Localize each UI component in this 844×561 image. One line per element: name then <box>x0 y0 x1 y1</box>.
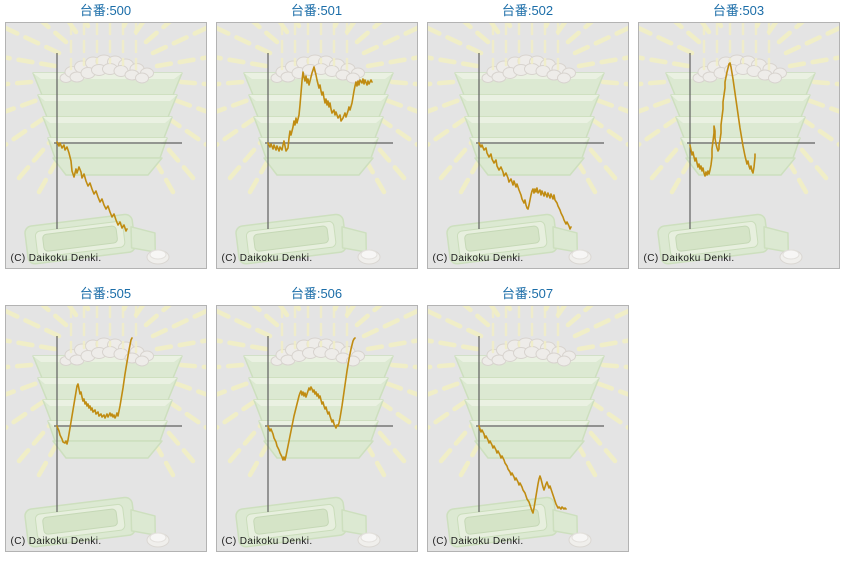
slump-chart <box>217 23 417 268</box>
machine-watermark <box>639 23 839 268</box>
machine-title: 台番:507 <box>501 286 554 301</box>
slump-chart-frame: (C) Daikoku Denki. <box>215 22 418 269</box>
slump-line <box>266 337 356 461</box>
slump-line <box>55 141 128 232</box>
machine-panel-501: 台番:501 (C) Daikoku Denki. <box>211 2 422 269</box>
machine-panel-505: 台番:505 (C) Daikoku Denki. <box>0 285 211 552</box>
machine-watermark <box>217 306 417 551</box>
machine-title: 台番:505 <box>79 286 132 301</box>
slump-chart-frame: (C) Daikoku Denki. <box>4 305 207 552</box>
machine-watermark <box>428 306 628 551</box>
machine-title: 台番:501 <box>290 3 343 18</box>
slump-chart <box>428 306 628 551</box>
slump-chart <box>6 23 206 268</box>
slump-chart <box>639 23 839 268</box>
slump-line <box>477 425 567 514</box>
machine-panel-500: 台番:500 (C) Daikoku Denki. <box>0 2 211 269</box>
copyright-label: (C) Daikoku Denki. <box>643 253 735 264</box>
slump-chart <box>217 306 417 551</box>
machine-panel-507: 台番:507 (C) Daikoku Denki. <box>422 285 633 552</box>
slump-chart-frame: (C) Daikoku Denki. <box>637 22 840 269</box>
machine-title: 台番:502 <box>501 3 554 18</box>
machine-title: 台番:506 <box>290 286 343 301</box>
copyright-label: (C) Daikoku Denki. <box>432 536 524 547</box>
machine-title: 台番:503 <box>712 3 765 18</box>
slump-line <box>477 142 572 230</box>
slump-chart-frame: (C) Daikoku Denki. <box>4 22 207 269</box>
slump-line <box>266 66 373 152</box>
copyright-label: (C) Daikoku Denki. <box>221 253 313 264</box>
copyright-label: (C) Daikoku Denki. <box>10 253 102 264</box>
machine-panel-506: 台番:506 (C) Daikoku Denki. <box>211 285 422 552</box>
machine-panel-502: 台番:502 (C) Daikoku Denki. <box>422 2 633 269</box>
machine-panel-503: 台番:503 (C) Daikoku Denki. <box>633 2 844 269</box>
slump-chart <box>6 306 206 551</box>
slump-line <box>55 337 133 445</box>
slump-line <box>688 62 756 177</box>
machine-watermark <box>428 23 628 268</box>
copyright-label: (C) Daikoku Denki. <box>10 536 102 547</box>
slump-chart <box>428 23 628 268</box>
slump-chart-frame: (C) Daikoku Denki. <box>426 305 629 552</box>
slump-chart-frame: (C) Daikoku Denki. <box>426 22 629 269</box>
machine-watermark <box>217 23 417 268</box>
copyright-label: (C) Daikoku Denki. <box>221 536 313 547</box>
slump-chart-frame: (C) Daikoku Denki. <box>215 305 418 552</box>
copyright-label: (C) Daikoku Denki. <box>432 253 524 264</box>
machine-watermark <box>6 306 206 551</box>
machine-watermark <box>6 23 206 268</box>
machine-title: 台番:500 <box>79 3 132 18</box>
